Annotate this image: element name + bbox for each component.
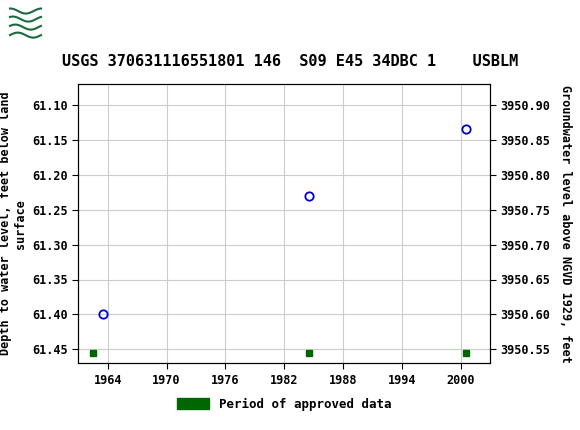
- Legend: Period of approved data: Period of approved data: [172, 393, 396, 416]
- Bar: [8, 4, 43, 41]
- Text: USGS: USGS: [49, 12, 113, 33]
- Text: USGS 370631116551801 146  S09 E45 34DBC 1    USBLM: USGS 370631116551801 146 S09 E45 34DBC 1…: [62, 54, 518, 69]
- Y-axis label: Depth to water level, feet below land
surface: Depth to water level, feet below land su…: [0, 92, 27, 356]
- Y-axis label: Groundwater level above NGVD 1929, feet: Groundwater level above NGVD 1929, feet: [559, 85, 572, 362]
